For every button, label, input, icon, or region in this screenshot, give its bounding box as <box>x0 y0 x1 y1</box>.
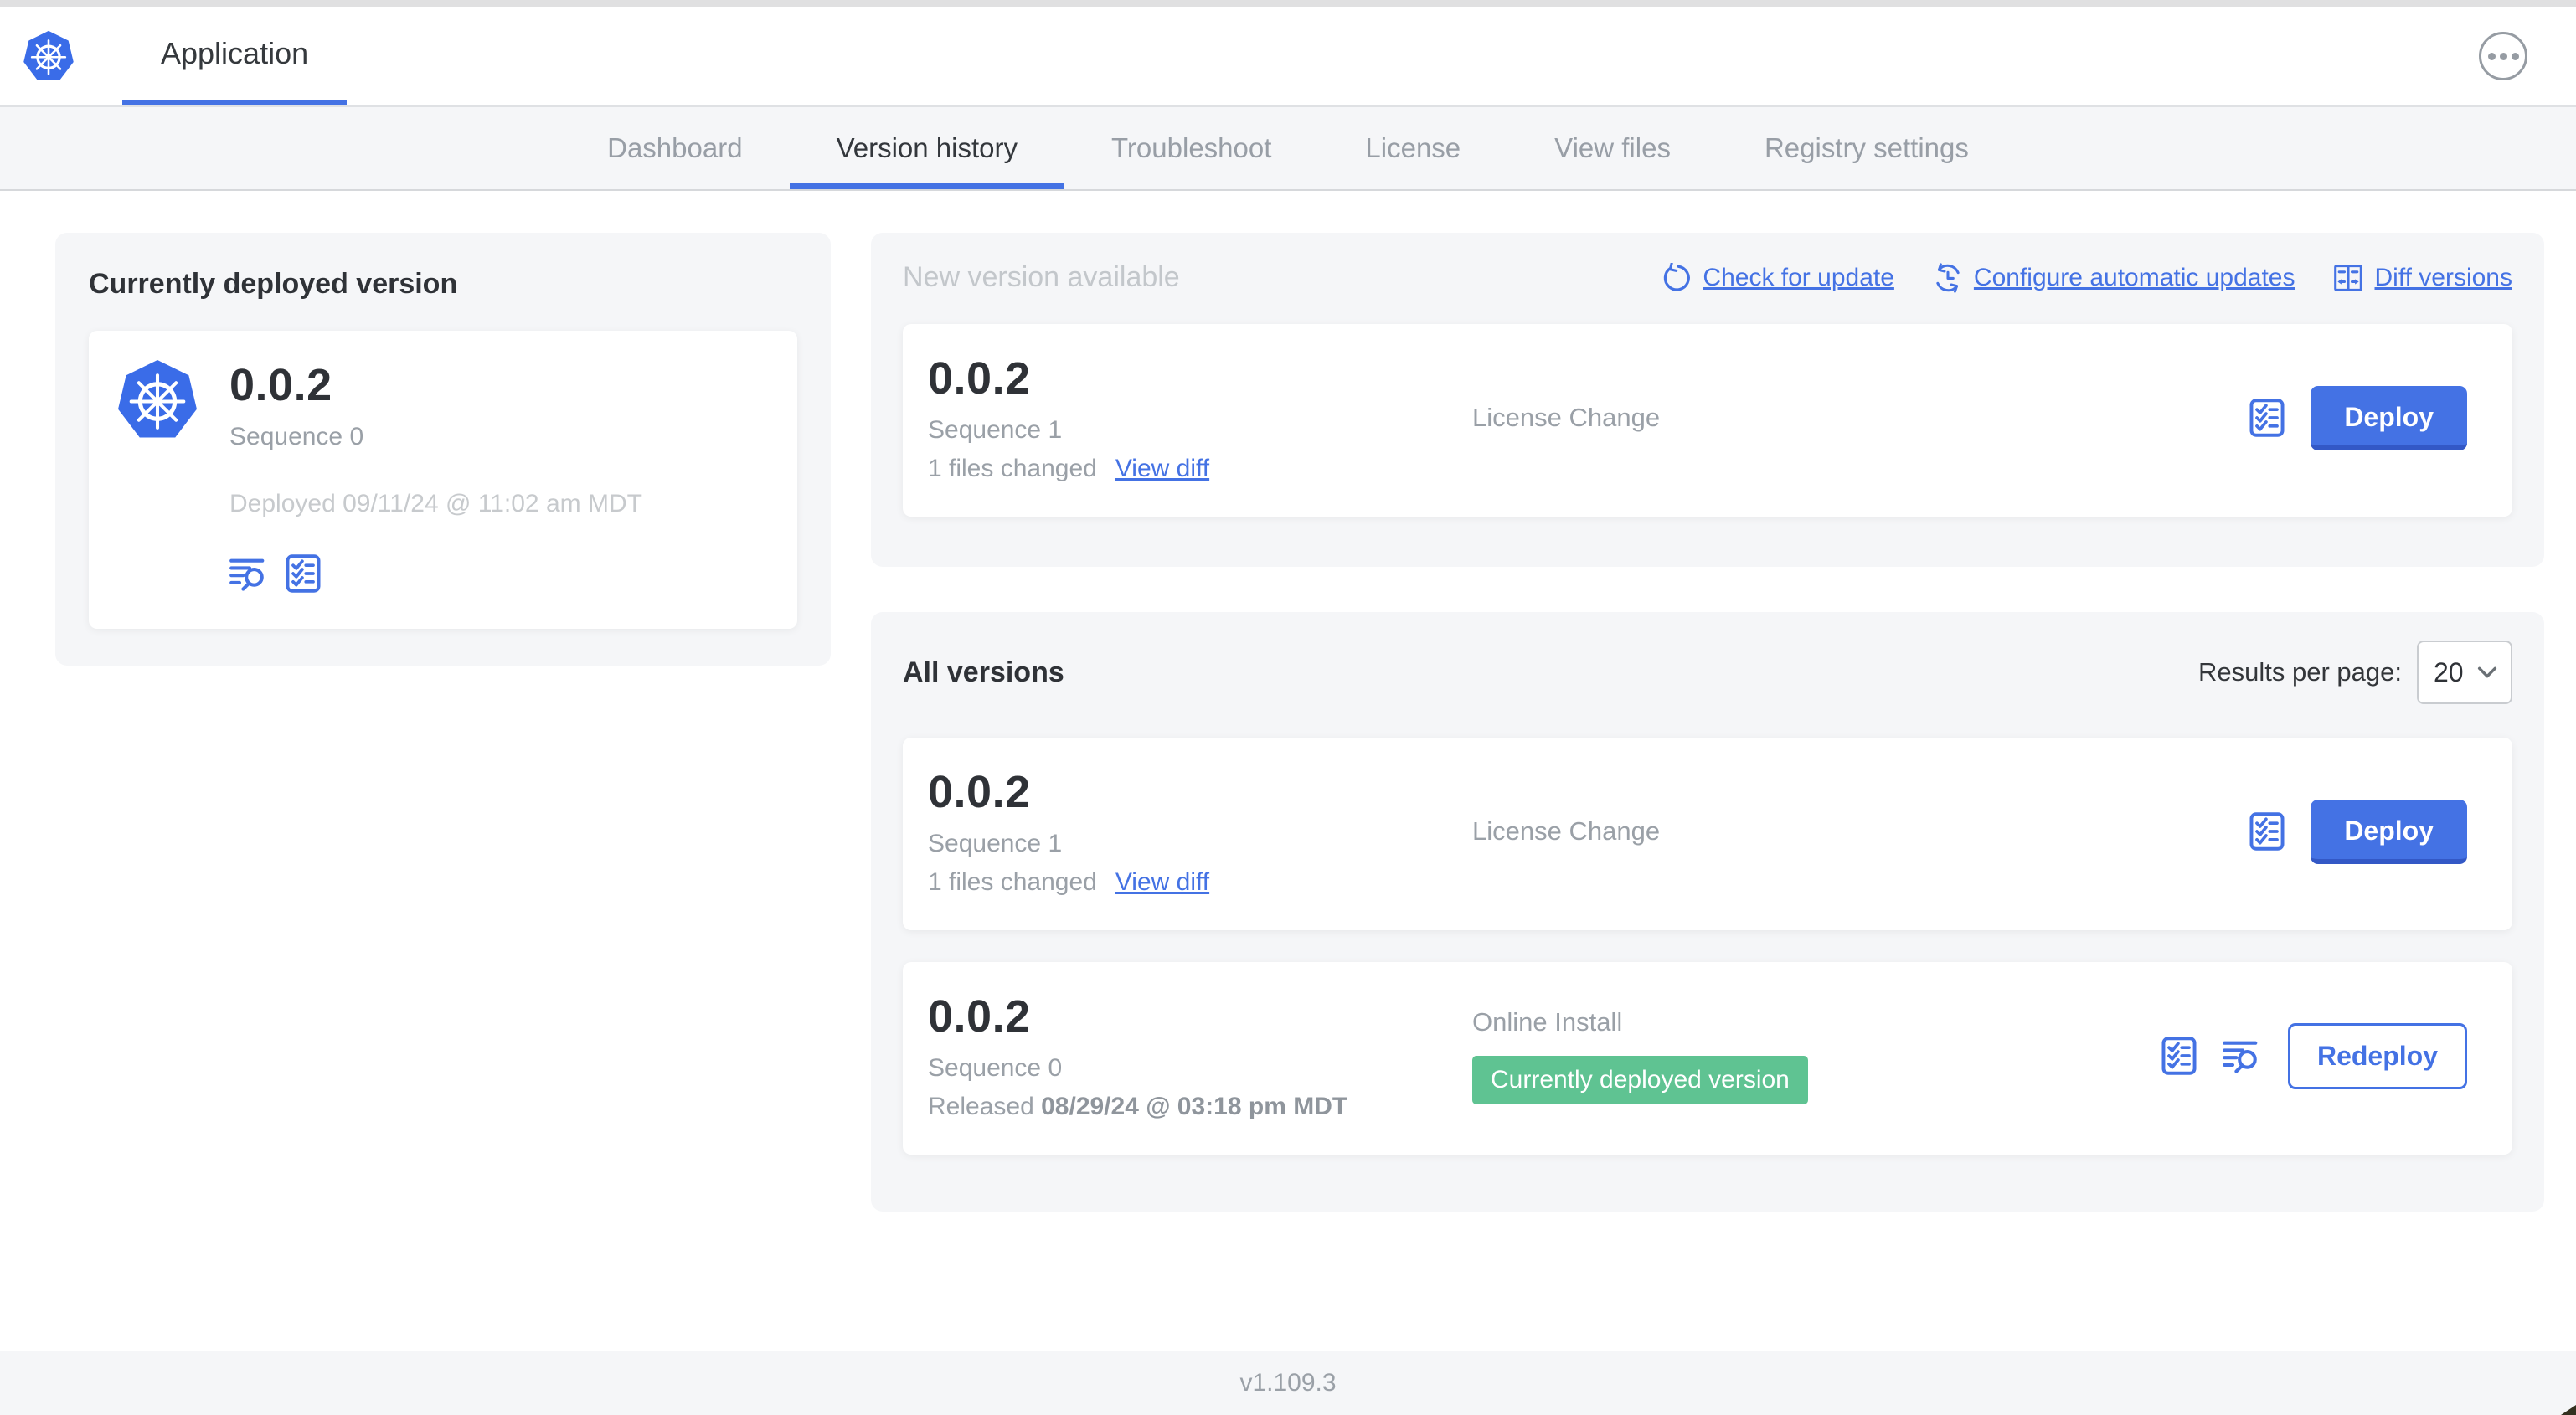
release-sequence: Sequence 1 <box>928 830 1063 857</box>
deployed-version-tile: 0.0.2 Sequence 0 Deployed 09/11/24 @ 11:… <box>89 331 797 629</box>
new-version-header: New version available Check for update C… <box>903 261 2512 294</box>
window-top-edge <box>0 0 2576 7</box>
main-content: Currently deployed version 0.0.2 Sequenc… <box>0 191 2576 1351</box>
kubernetes-app-icon <box>114 358 201 442</box>
release-change-type: License Change <box>1472 816 1661 846</box>
release-actions: Redeploy <box>2161 1022 2487 1089</box>
release-version-number: 0.0.2 <box>928 767 1031 817</box>
app-subnav: Dashboard Version history Troubleshoot L… <box>0 107 2576 191</box>
ellipsis-menu-button[interactable] <box>2479 32 2527 80</box>
app-tab[interactable]: Application <box>122 7 348 105</box>
version-row: 0.0.2 Sequence 1 1 files changed View di… <box>903 738 2512 930</box>
kubernetes-logo-icon <box>22 29 75 83</box>
ellipsis-icon <box>2511 52 2519 60</box>
all-versions-card: All versions Results per page: 20 0.0.2 … <box>871 612 2544 1212</box>
new-version-title: New version available <box>903 261 1180 293</box>
deployed-version-info: 0.0.2 Sequence 0 Deployed 09/11/24 @ 11:… <box>229 354 642 594</box>
release-info: 0.0.2 Sequence 1 1 files changed View di… <box>928 766 1472 897</box>
configure-automatic-updates-link[interactable]: Configure automatic updates <box>1933 263 2295 293</box>
release-info: 0.0.2 Sequence 0 Released 08/29/24 @ 03:… <box>928 990 1472 1121</box>
redeploy-button[interactable]: Redeploy <box>2287 1022 2467 1089</box>
currently-deployed-card: Currently deployed version 0.0.2 Sequenc… <box>55 233 831 666</box>
view-diff-link[interactable]: View diff <box>1115 868 1210 896</box>
deploy-logs-icon[interactable] <box>229 553 270 594</box>
results-per-page: Results per page: 20 <box>2198 641 2512 704</box>
deploy-button[interactable]: Deploy <box>2311 799 2467 864</box>
right-column: New version available Check for update C… <box>871 233 2544 1212</box>
deployed-action-icons <box>229 553 642 594</box>
ellipsis-icon <box>2487 52 2496 60</box>
all-versions-header: All versions Results per page: 20 <box>903 641 2512 704</box>
preflight-results-icon[interactable] <box>285 553 322 594</box>
release-sequence: Sequence 0 <box>928 1054 1063 1082</box>
chevron-down-icon <box>2477 666 2497 679</box>
preflight-results-icon[interactable] <box>2249 811 2285 852</box>
new-version-card: New version available Check for update C… <box>871 233 2544 567</box>
tab-view-files[interactable]: View files <box>1554 132 1671 163</box>
files-changed-text: 1 files changed <box>928 868 1097 896</box>
tab-registry-settings[interactable]: Registry settings <box>1764 132 1969 163</box>
new-version-row: 0.0.2 Sequence 1 1 files changed View di… <box>903 324 2512 517</box>
new-version-actions: Check for update Configure automatic upd… <box>1662 263 2512 293</box>
release-actions: Deploy <box>2249 799 2487 864</box>
auto-update-clock-icon <box>1933 263 1963 293</box>
tab-dashboard[interactable]: Dashboard <box>607 132 743 163</box>
release-actions: Deploy <box>2249 385 2487 450</box>
app-footer: v1.109.3 <box>0 1351 2576 1415</box>
preflight-results-icon[interactable] <box>2249 398 2285 438</box>
release-version-number: 0.0.2 <box>928 991 1031 1042</box>
release-version-number: 0.0.2 <box>928 353 1031 404</box>
preflight-results-icon[interactable] <box>2161 1036 2197 1076</box>
deployed-sequence: Sequence 0 <box>229 423 364 450</box>
ellipsis-icon <box>2499 52 2507 60</box>
release-info: 0.0.2 Sequence 1 1 files changed View di… <box>928 352 1472 483</box>
version-row: 0.0.2 Sequence 0 Released 08/29/24 @ 03:… <box>903 962 2512 1155</box>
diff-icon <box>2333 263 2363 293</box>
configure-automatic-updates-label: Configure automatic updates <box>1973 263 2295 291</box>
release-sequence: Sequence 1 <box>928 416 1063 444</box>
tab-version-history[interactable]: Version history <box>789 107 1064 189</box>
release-install-info: Online Install Currently deployed versio… <box>1472 1007 2161 1104</box>
results-per-page-value: 20 <box>2434 656 2464 687</box>
app-bar: Application <box>0 7 2576 107</box>
diff-versions-label: Diff versions <box>2374 263 2512 291</box>
appbar-spacer <box>347 7 2479 105</box>
released-prefix: Released <box>928 1093 1034 1120</box>
tab-license[interactable]: License <box>1365 132 1461 163</box>
deploy-button[interactable]: Deploy <box>2311 385 2467 450</box>
all-versions-rows: 0.0.2 Sequence 1 1 files changed View di… <box>903 738 2512 1155</box>
deployed-version-number: 0.0.2 <box>229 360 332 410</box>
release-change-type: License Change <box>1472 403 1661 432</box>
release-timestamp: Released 08/29/24 @ 03:18 pm MDT <box>928 1093 1472 1121</box>
diff-versions-link[interactable]: Diff versions <box>2333 263 2512 293</box>
install-type: Online Install <box>1472 1007 1623 1037</box>
release-files-line: 1 files changed View diff <box>928 455 1472 483</box>
currently-deployed-title: Currently deployed version <box>89 268 458 300</box>
cursor-artifact <box>2561 1405 2576 1415</box>
admin-console-version: v1.109.3 <box>1239 1369 1337 1397</box>
deployed-timestamp: Deployed 09/11/24 @ 11:02 am MDT <box>229 490 642 517</box>
view-diff-link[interactable]: View diff <box>1115 455 1210 482</box>
all-versions-title: All versions <box>903 656 1064 688</box>
released-date: 08/29/24 @ 03:18 pm MDT <box>1041 1093 1348 1120</box>
results-per-page-label: Results per page: <box>2198 657 2402 687</box>
app-title: Application <box>161 35 309 70</box>
refresh-icon <box>1662 263 1692 293</box>
check-for-update-label: Check for update <box>1703 263 1894 291</box>
currently-deployed-badge: Currently deployed version <box>1472 1056 1808 1104</box>
results-per-page-select[interactable]: 20 <box>2417 641 2512 704</box>
files-changed-text: 1 files changed <box>928 455 1097 482</box>
deploy-logs-icon[interactable] <box>2223 1036 2263 1076</box>
release-files-line: 1 files changed View diff <box>928 868 1472 897</box>
tab-troubleshoot[interactable]: Troubleshoot <box>1111 132 1272 163</box>
check-for-update-link[interactable]: Check for update <box>1662 263 1894 293</box>
